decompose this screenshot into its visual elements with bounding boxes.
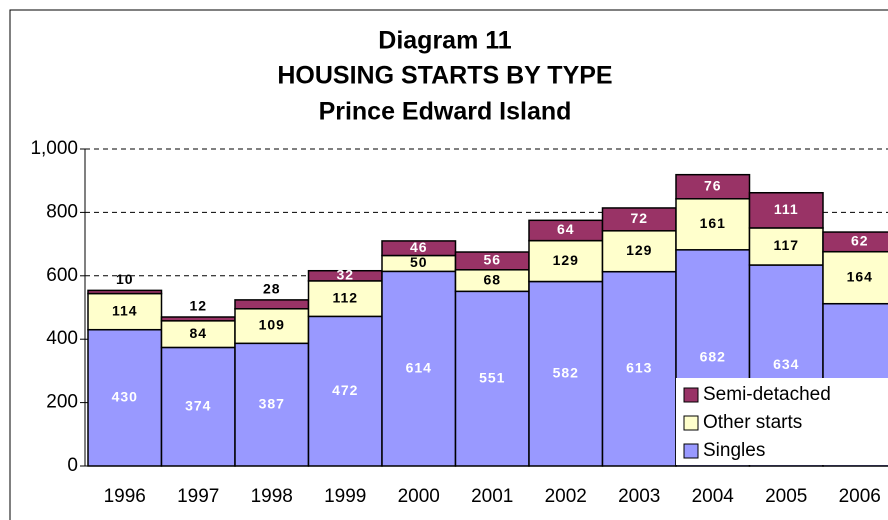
data-label: 614 [406,359,432,375]
data-label: 114 [112,302,138,318]
bar-segment [601,230,677,273]
data-label: 551 [479,369,505,385]
x-tick-label: 2003 [618,486,660,507]
data-label: 129 [553,252,579,268]
data-label: 109 [259,317,285,333]
y-tick-label: 1,000 [30,138,78,159]
x-tick-label: 2004 [692,486,735,507]
bar-segment [381,270,457,467]
bar-segment [87,292,163,331]
data-label: 28 [263,281,281,297]
data-label: 50 [410,254,428,270]
bar-segment [160,346,236,467]
chart-title: HOUSING STARTS BY TYPE [277,62,612,90]
data-label: 111 [774,201,799,217]
data-label: 12 [189,298,207,314]
bar-segment [748,227,824,266]
data-label: 62 [851,233,869,249]
bar-segment [160,316,236,322]
bar-segment [822,231,888,253]
data-label: 634 [773,356,799,372]
y-tick-label: 600 [46,265,78,286]
legend-label: Other starts [703,412,802,433]
x-tick-label: 1997 [177,486,219,507]
bar-segment [675,198,751,251]
bar-segment [748,191,824,229]
data-label: 112 [332,289,358,305]
legend-label: Singles [703,440,765,461]
data-label: 10 [116,271,134,287]
data-label: 613 [626,360,652,376]
data-label: 76 [704,177,722,193]
bar-segment [234,299,310,310]
data-label: 430 [112,389,138,405]
x-tick-label: 1998 [251,486,293,507]
data-label: 56 [483,252,501,268]
data-label: 32 [336,267,354,283]
bar-segment [234,342,310,467]
chart-title: Prince Edward Island [319,98,572,126]
y-tick-label: 800 [46,201,78,222]
bar-segment [307,280,383,318]
legend-box [676,378,888,465]
x-tick-label: 1996 [104,486,146,507]
bar-segment [454,290,530,467]
bar-segment [87,289,163,295]
bar-segment [160,320,236,349]
x-tick-label: 2006 [839,486,881,507]
legend-swatch [683,415,699,431]
data-label: 472 [332,382,358,398]
data-label: 374 [185,397,211,413]
data-label: 46 [410,239,428,255]
x-tick-label: 2001 [471,486,513,507]
bar-segment [528,239,604,283]
y-tick-label: 400 [46,328,78,349]
legend-swatch [683,387,699,403]
legend-swatch [683,443,699,459]
chart-title: Diagram 11 [378,27,512,55]
x-tick-label: 2005 [765,486,807,507]
data-label: 84 [189,325,207,341]
data-label: 64 [557,221,575,237]
x-tick-label: 2000 [398,486,440,507]
data-label: 682 [700,349,726,365]
data-label: 387 [259,395,285,411]
x-tick-label: 2002 [545,486,587,507]
y-tick-label: 0 [67,455,78,476]
bar-segment [675,173,751,200]
bar-segment [87,328,163,467]
data-label: 68 [483,271,501,287]
data-label: 582 [553,364,579,380]
data-label: 72 [630,210,648,226]
data-label: 129 [626,242,652,258]
data-label: 164 [847,268,873,284]
data-label: 117 [773,237,799,253]
x-tick-label: 1999 [324,486,366,507]
legend-label: Semi-detached [703,384,831,405]
y-tick-label: 200 [46,392,78,413]
data-label: 161 [700,215,726,231]
bar-segment [381,240,457,257]
